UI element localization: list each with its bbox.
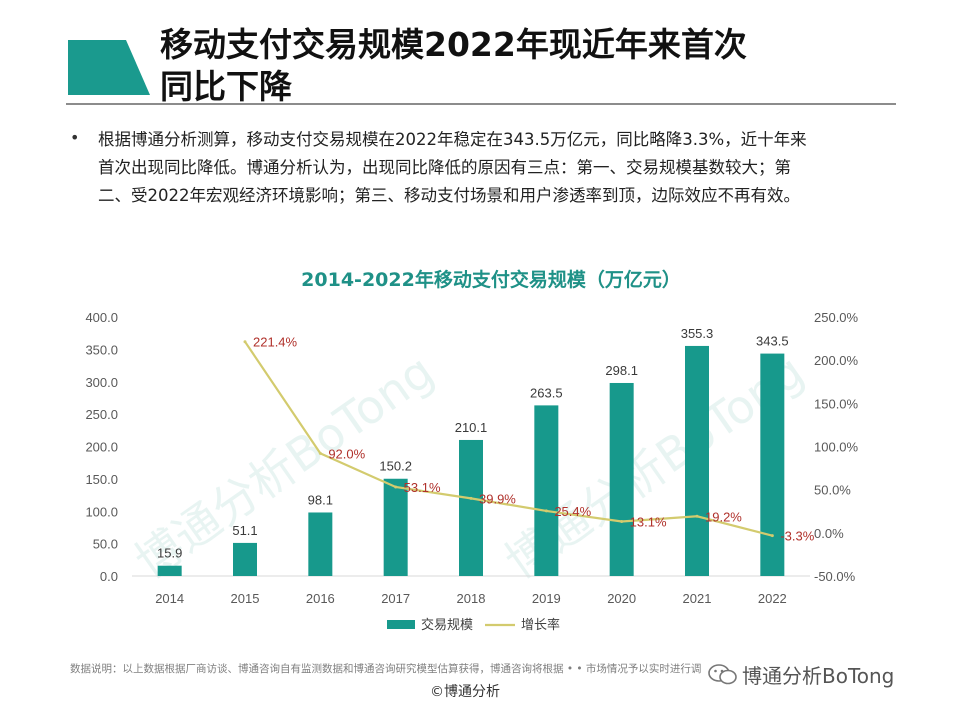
y-right-tick-label: 0.0%: [814, 526, 844, 541]
x-tick-label: 2019: [532, 591, 561, 606]
bar-value-label: 150.2: [379, 459, 412, 474]
page-title: 移动支付交易规模2022年现近年来首次 同比下降: [160, 24, 920, 108]
data-note: 数据说明：以上数据根据厂商访谈、博通咨询自有监测数据和博通咨询研究模型估算获得，…: [70, 663, 702, 675]
bar-2021: [685, 345, 709, 576]
summary-line3: 二、受2022年宏观经济环境影响；第三、移动支付场景和用户渗透率到顶，边际效应不…: [98, 186, 800, 205]
x-tick-label: 2018: [457, 591, 486, 606]
y-left-tick-label: 300.0: [85, 375, 118, 390]
wechat-icon: [708, 663, 737, 684]
bar-2015: [233, 542, 257, 576]
summary-line1: 根据博通分析测算，移动支付交易规模在2022年稳定在343.5万亿元，同比略降3…: [98, 130, 807, 149]
bar-2019: [534, 405, 559, 576]
bar-value-label: 343.5: [756, 334, 789, 349]
summary-paragraph: 根据博通分析测算，移动支付交易规模在2022年稳定在343.5万亿元，同比略降3…: [98, 126, 898, 210]
y-right-tick-label: 100.0%: [814, 440, 859, 455]
growth-value-label: 25.4%: [554, 504, 591, 519]
page-title-line1: 移动支付交易规模2022年现近年来首次: [160, 25, 747, 64]
y-right-tick-label: 150.0%: [814, 396, 859, 411]
bar-2022: [760, 353, 785, 576]
growth-value-label: 13.1%: [630, 515, 667, 530]
bar-value-label: 263.5: [530, 385, 563, 400]
bar-value-label: 298.1: [605, 363, 638, 378]
bar-value-label: 51.1: [232, 523, 257, 538]
bar-value-label: 98.1: [308, 492, 333, 507]
x-tick-label: 2016: [306, 591, 335, 606]
y-left-tick-label: 200.0: [85, 440, 118, 455]
x-tick-label: 2017: [381, 591, 410, 606]
title-divider: [66, 103, 896, 105]
summary-line2: 首次出现同比降低。博通分析认为，出现同比降低的原因有三点：第一、交易规模基数较大…: [98, 158, 791, 177]
y-left-tick-label: 350.0: [85, 342, 118, 357]
y-right-tick-label: 250.0%: [814, 310, 859, 325]
y-left-tick-label: 400.0: [85, 310, 118, 325]
growth-point-2018: [469, 496, 473, 500]
bar-value-label: 15.9: [157, 546, 182, 561]
y-left-tick-label: 150.0: [85, 472, 118, 487]
page-title-line2: 同比下降: [160, 67, 292, 106]
y-left-tick-label: 50.0: [93, 537, 118, 552]
growth-rate-line: [244, 341, 773, 537]
growth-point-2016: [318, 451, 322, 455]
wechat-watermark: 博通分析BoTong: [708, 660, 894, 689]
growth-value-label: 39.9%: [479, 491, 516, 506]
growth-value-label: 53.1%: [404, 480, 441, 495]
growth-point-2022: [770, 534, 774, 538]
title-accent-shape: [68, 40, 150, 95]
bar-value-label: 210.1: [455, 420, 488, 435]
y-left-tick-label: 0.0: [100, 569, 118, 584]
payment-volume-chart: 博通分析BoTong 博通分析BoTong2014-2022年移动支付交易规模（万…: [85, 268, 859, 633]
growth-value-label: 92.0%: [328, 446, 365, 461]
wechat-label: 博通分析BoTong: [742, 664, 895, 688]
copyright-text: ©博通分析: [430, 684, 500, 700]
legend-line-label: 增长率: [521, 617, 560, 633]
bar-2018: [459, 439, 483, 576]
y-left-tick-label: 250.0: [85, 407, 118, 422]
growth-point-2020: [620, 520, 624, 524]
x-tick-label: 2020: [607, 591, 636, 606]
bar-2020: [609, 382, 634, 576]
y-right-tick-label: 200.0%: [814, 353, 859, 368]
bar-value-label: 355.3: [681, 326, 714, 341]
growth-point-2021: [695, 514, 699, 518]
bar-2016: [308, 512, 333, 576]
y-right-tick-label: -50.0%: [814, 569, 856, 584]
x-tick-label: 2014: [155, 591, 184, 606]
x-tick-label: 2021: [683, 591, 712, 606]
growth-value-label: 19.2%: [705, 509, 742, 524]
growth-value-label: -3.3%: [780, 529, 814, 544]
growth-point-2017: [394, 485, 398, 489]
bar-2017: [383, 478, 408, 576]
legend-bar-label: 交易规模: [421, 617, 473, 633]
y-left-tick-label: 100.0: [85, 504, 118, 519]
bullet-icon: •: [70, 128, 80, 147]
legend-bar-swatch: [387, 620, 415, 629]
growth-value-label: 221.4%: [253, 335, 298, 350]
growth-point-2019: [544, 509, 548, 513]
chart-title: 2014-2022年移动支付交易规模（万亿元）: [301, 268, 681, 291]
y-right-tick-label: 50.0%: [814, 483, 851, 498]
growth-point-2015: [243, 340, 247, 344]
bar-2014: [157, 565, 182, 576]
x-tick-label: 2022: [758, 591, 787, 606]
x-tick-label: 2015: [231, 591, 260, 606]
